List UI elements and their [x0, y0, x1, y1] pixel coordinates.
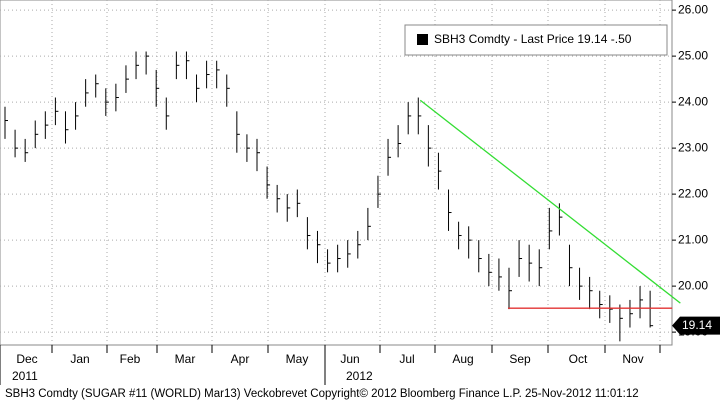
x-tick-label: Aug — [452, 352, 473, 366]
y-tick-label: 23.00 — [678, 140, 708, 154]
x-tick-label: Jan — [70, 352, 89, 366]
y-tick-label: 21.00 — [678, 232, 708, 246]
y-tick-label: 24.00 — [678, 94, 708, 108]
y-tick-label: 25.00 — [678, 48, 708, 62]
x-tick-label: Dec — [16, 352, 37, 366]
x-tick-label: Oct — [569, 352, 588, 366]
plot-area — [0, 0, 673, 346]
price-tag: 19.14 — [682, 318, 712, 332]
x-tick-label: Mar — [175, 352, 196, 366]
trend-line — [419, 99, 681, 304]
y-tick-label: 26.00 — [678, 2, 708, 16]
footer: SBH3 Comdty (SUGAR #11 (WORLD) Mar13) Ve… — [5, 388, 639, 400]
x-tick-label: Jun — [340, 352, 359, 366]
price-tag-bg — [672, 316, 720, 335]
x-tick-label: May — [286, 352, 309, 366]
x-tick-label: Apr — [231, 352, 250, 366]
x-tick-label: Sep — [509, 352, 531, 366]
year-label: 2011 — [12, 369, 38, 383]
x-tick-label: Nov — [622, 352, 643, 366]
legend-swatch — [417, 34, 428, 45]
legend-text: SBH3 Comdty - Last Price 19.14 -.50 — [434, 32, 632, 46]
y-tick-label: 22.00 — [678, 186, 708, 200]
x-tick-label: Jul — [399, 352, 414, 366]
legend-box — [404, 24, 668, 56]
y-tick-label: 20.00 — [678, 278, 708, 292]
year-label: 2012 — [346, 369, 373, 383]
x-tick-label: Feb — [120, 352, 141, 366]
